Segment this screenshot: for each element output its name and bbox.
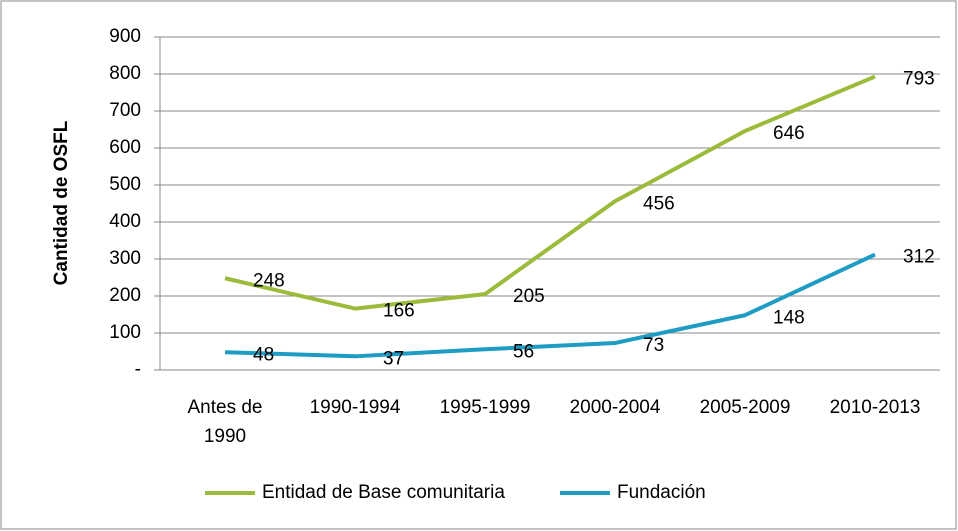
- y-tick-label: 800: [109, 63, 141, 84]
- y-tick-label: 600: [109, 137, 141, 158]
- x-tick-label: 1995-1999: [440, 397, 531, 418]
- y-tick-label: -: [135, 359, 141, 380]
- y-tick-label: 200: [109, 285, 141, 306]
- data-label: 166: [383, 301, 415, 322]
- x-tick-label: 2010-2013: [830, 397, 921, 418]
- y-tick-label: 400: [109, 211, 141, 232]
- data-label: 148: [773, 307, 805, 328]
- series-line: [224, 74, 876, 311]
- y-tick-label: 700: [109, 100, 141, 121]
- x-tick-label: 2005-2009: [700, 397, 791, 418]
- x-tick-label: 2000-2004: [570, 397, 661, 418]
- x-tick-label: 1990-1994: [310, 397, 401, 418]
- data-label: 73: [643, 335, 664, 356]
- y-axis-label: Cantidad de OSFL: [51, 120, 72, 285]
- data-label: 56: [513, 341, 534, 362]
- x-tick-label: Antes de 1990: [188, 397, 263, 447]
- data-label: 456: [643, 193, 675, 214]
- y-tick-label: 900: [109, 26, 141, 47]
- legend-label: Entidad de Base comunitaria: [262, 482, 505, 503]
- y-tick-label: 300: [109, 248, 141, 269]
- data-label: 205: [513, 286, 545, 307]
- y-tick-label: 100: [109, 322, 141, 343]
- data-label: 248: [253, 270, 285, 291]
- data-label: 312: [903, 247, 935, 268]
- data-label: 37: [383, 348, 404, 369]
- data-label: 48: [253, 344, 274, 365]
- legend-label: Fundación: [617, 482, 706, 503]
- series-line: [224, 252, 876, 359]
- data-label: 793: [903, 69, 935, 90]
- y-tick-label: 500: [109, 174, 141, 195]
- data-label: 646: [773, 123, 805, 144]
